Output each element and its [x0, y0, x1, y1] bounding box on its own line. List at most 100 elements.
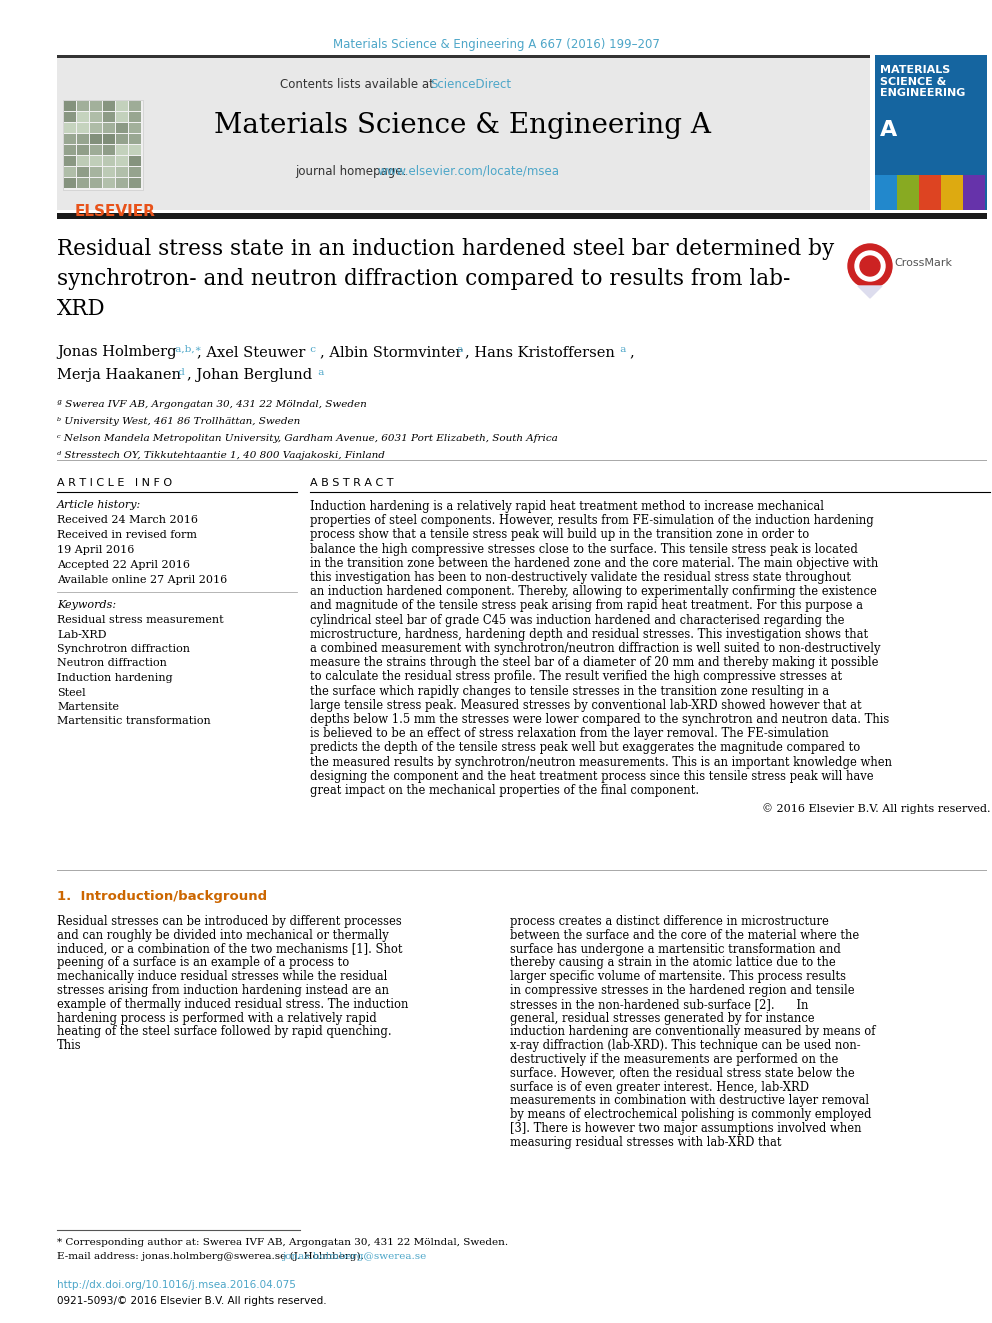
Bar [90, 112, 102, 122]
Text: surface is of even greater interest. Hence, lab-XRD: surface is of even greater interest. Hen… [510, 1081, 809, 1094]
Text: , Axel Steuwer: , Axel Steuwer [197, 345, 306, 359]
Text: 19 April 2016: 19 April 2016 [57, 545, 134, 556]
Text: and magnitude of the tensile stress peak arising from rapid heat treatment. For : and magnitude of the tensile stress peak… [310, 599, 863, 613]
Text: surface. However, often the residual stress state below the: surface. However, often the residual str… [510, 1066, 855, 1080]
Bar [64, 112, 76, 122]
Bar [90, 101, 102, 111]
Text: is believed to be an effect of stress relaxation from the layer removal. The FE-: is believed to be an effect of stress re… [310, 728, 828, 740]
Bar [90, 167, 102, 177]
Text: an induction hardened component. Thereby, allowing to experimentally confirming : an induction hardened component. Thereby… [310, 585, 877, 598]
Text: in the transition zone between the hardened zone and the core material. The main: in the transition zone between the harde… [310, 557, 878, 570]
Bar [77, 123, 89, 134]
Text: by means of electrochemical polishing is commonly employed: by means of electrochemical polishing is… [510, 1109, 872, 1121]
Circle shape [860, 255, 880, 277]
Text: the surface which rapidly changes to tensile stresses in the transition zone res: the surface which rapidly changes to ten… [310, 684, 829, 697]
Text: [3]. There is however two major assumptions involved when: [3]. There is however two major assumpti… [510, 1122, 861, 1135]
Text: peening of a surface is an example of a process to: peening of a surface is an example of a … [57, 957, 349, 970]
Bar [64, 179, 76, 188]
Bar [57, 213, 987, 220]
Text: ª Swerea IVF AB, Argongatan 30, 431 22 Mölndal, Sweden: ª Swerea IVF AB, Argongatan 30, 431 22 M… [57, 400, 367, 409]
Text: ELSEVIER: ELSEVIER [75, 204, 156, 220]
Bar [963, 175, 985, 210]
Bar [103, 123, 115, 134]
Bar [129, 112, 141, 122]
Text: surface has undergone a martensitic transformation and: surface has undergone a martensitic tran… [510, 942, 841, 955]
Text: Residual stress measurement: Residual stress measurement [57, 615, 223, 624]
Text: Materials Science & Engineering A 667 (2016) 199–207: Materials Science & Engineering A 667 (2… [332, 38, 660, 52]
Circle shape [848, 243, 892, 288]
Text: predicts the depth of the tensile stress peak well but exaggerates the magnitude: predicts the depth of the tensile stress… [310, 741, 860, 754]
Text: © 2016 Elsevier B.V. All rights reserved.: © 2016 Elsevier B.V. All rights reserved… [762, 803, 990, 814]
Text: process show that a tensile stress peak will build up in the transition zone in : process show that a tensile stress peak … [310, 528, 809, 541]
Text: Residual stresses can be introduced by different processes: Residual stresses can be introduced by d… [57, 916, 402, 927]
Text: stresses in the non-hardened sub-surface [2].      In: stresses in the non-hardened sub-surface… [510, 998, 808, 1011]
Text: a combined measurement with synchrotron/neutron diffraction is well suited to no: a combined measurement with synchrotron/… [310, 642, 881, 655]
Bar [90, 179, 102, 188]
Text: cylindrical steel bar of grade C45 was induction hardened and characterised rega: cylindrical steel bar of grade C45 was i… [310, 614, 844, 627]
Polygon shape [858, 286, 882, 298]
Text: great impact on the mechanical properties of the final component.: great impact on the mechanical propertie… [310, 785, 699, 796]
Text: a: a [454, 345, 463, 355]
Bar [77, 156, 89, 165]
Text: example of thermally induced residual stress. The induction: example of thermally induced residual st… [57, 998, 409, 1011]
Text: thereby causing a strain in the atomic lattice due to the: thereby causing a strain in the atomic l… [510, 957, 835, 970]
Bar [103, 179, 115, 188]
Text: the measured results by synchrotron/neutron measurements. This is an important k: the measured results by synchrotron/neut… [310, 755, 892, 769]
Text: depths below 1.5 mm the stresses were lower compared to the synchrotron and neut: depths below 1.5 mm the stresses were lo… [310, 713, 889, 726]
Bar [103, 134, 115, 144]
Text: A R T I C L E   I N F O: A R T I C L E I N F O [57, 478, 173, 488]
Text: MATERIALS
SCIENCE &
ENGINEERING: MATERIALS SCIENCE & ENGINEERING [880, 65, 965, 98]
Text: E-mail address: jonas.holmberg@swerea.se (J. Holmberg).: E-mail address: jonas.holmberg@swerea.se… [57, 1252, 364, 1261]
Bar [116, 146, 128, 155]
Bar [64, 123, 76, 134]
Text: ᵈ Stresstech OY, Tikkutehtaantie 1, 40 800 Vaajakoski, Finland: ᵈ Stresstech OY, Tikkutehtaantie 1, 40 8… [57, 451, 385, 460]
Text: Lab-XRD: Lab-XRD [57, 630, 106, 639]
Bar [129, 123, 141, 134]
Bar [90, 156, 102, 165]
Text: general, residual stresses generated by for instance: general, residual stresses generated by … [510, 1012, 814, 1024]
Text: hardening process is performed with a relatively rapid: hardening process is performed with a re… [57, 1012, 377, 1024]
Text: a: a [315, 368, 324, 377]
Text: Martensitic transformation: Martensitic transformation [57, 717, 210, 726]
Text: ScienceDirect: ScienceDirect [430, 78, 511, 91]
Bar [64, 167, 76, 177]
Text: http://dx.doi.org/10.1016/j.msea.2016.04.075: http://dx.doi.org/10.1016/j.msea.2016.04… [57, 1279, 296, 1290]
Text: mechanically induce residual stresses while the residual: mechanically induce residual stresses wh… [57, 970, 387, 983]
Text: 0921-5093/© 2016 Elsevier B.V. All rights reserved.: 0921-5093/© 2016 Elsevier B.V. All right… [57, 1297, 326, 1306]
Bar [64, 156, 76, 165]
Bar [64, 101, 76, 111]
Text: measuring residual stresses with lab-XRD that: measuring residual stresses with lab-XRD… [510, 1136, 782, 1148]
Bar [129, 167, 141, 177]
Text: a,b,∗: a,b,∗ [172, 345, 201, 355]
Text: Article history:: Article history: [57, 500, 141, 509]
Text: * Corresponding author at: Swerea IVF AB, Argongatan 30, 431 22 Mölndal, Sweden.: * Corresponding author at: Swerea IVF AB… [57, 1238, 508, 1248]
Text: measurements in combination with destructive layer removal: measurements in combination with destruc… [510, 1094, 869, 1107]
Bar [116, 179, 128, 188]
Text: induced, or a combination of the two mechanisms [1]. Shot: induced, or a combination of the two mec… [57, 942, 403, 955]
Bar [77, 101, 89, 111]
Bar [941, 175, 963, 210]
Text: heating of the steel surface followed by rapid quenching.: heating of the steel surface followed by… [57, 1025, 392, 1039]
Text: designing the component and the heat treatment process since this tensile stress: designing the component and the heat tre… [310, 770, 874, 783]
Bar [77, 179, 89, 188]
Text: Induction hardening: Induction hardening [57, 673, 173, 683]
Text: induction hardening are conventionally measured by means of: induction hardening are conventionally m… [510, 1025, 876, 1039]
Text: this investigation has been to non-destructively validate the residual stress st: this investigation has been to non-destr… [310, 572, 851, 583]
Text: , Hans Kristoffersen: , Hans Kristoffersen [465, 345, 615, 359]
Text: a: a [617, 345, 626, 355]
Text: Merja Haakanen: Merja Haakanen [57, 368, 181, 382]
Text: ᵇ University West, 461 86 Trollhättan, Sweden: ᵇ University West, 461 86 Trollhättan, S… [57, 417, 301, 426]
Bar [116, 134, 128, 144]
Text: between the surface and the core of the material where the: between the surface and the core of the … [510, 929, 859, 942]
Text: A B S T R A C T: A B S T R A C T [310, 478, 394, 488]
Text: CrossMark: CrossMark [894, 258, 952, 269]
Text: measure the strains through the steel bar of a diameter of 20 mm and thereby mak: measure the strains through the steel ba… [310, 656, 879, 669]
Text: process creates a distinct difference in microstructure: process creates a distinct difference in… [510, 916, 829, 927]
Text: to calculate the residual stress profile. The result verified the high compressi: to calculate the residual stress profile… [310, 671, 842, 684]
Bar [129, 156, 141, 165]
Bar [116, 156, 128, 165]
Bar [875, 56, 987, 210]
Text: stresses arising from induction hardening instead are an: stresses arising from induction hardenin… [57, 984, 389, 998]
Text: d: d [175, 368, 185, 377]
Text: in compressive stresses in the hardened region and tensile: in compressive stresses in the hardened … [510, 984, 855, 998]
